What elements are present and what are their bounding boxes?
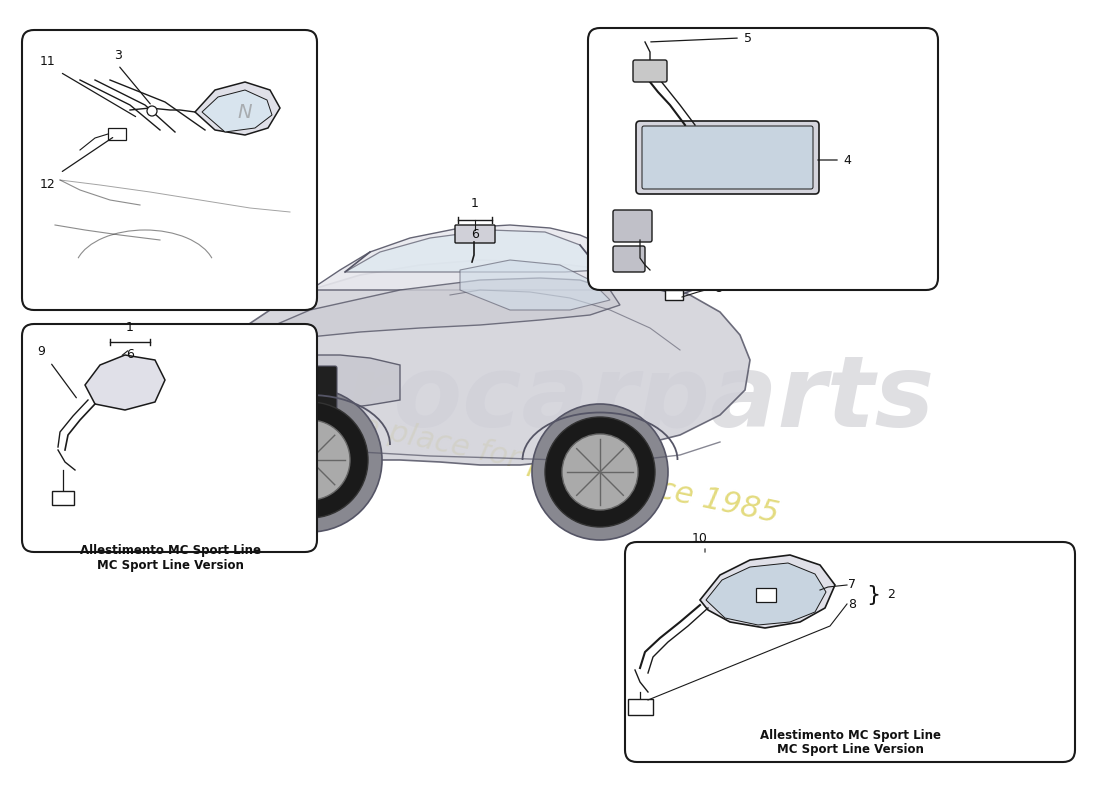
Polygon shape bbox=[180, 260, 750, 470]
Text: }: } bbox=[730, 269, 744, 289]
Circle shape bbox=[544, 417, 654, 527]
FancyBboxPatch shape bbox=[628, 699, 653, 715]
Text: 10: 10 bbox=[692, 532, 708, 545]
Circle shape bbox=[252, 402, 368, 518]
Text: 12: 12 bbox=[40, 178, 55, 191]
Text: 3: 3 bbox=[114, 49, 122, 62]
Text: 7: 7 bbox=[714, 263, 722, 277]
FancyBboxPatch shape bbox=[613, 246, 645, 272]
Text: a place for parts since 1985: a place for parts since 1985 bbox=[359, 411, 782, 529]
FancyBboxPatch shape bbox=[666, 290, 683, 300]
Text: 2: 2 bbox=[750, 273, 758, 286]
Text: 8: 8 bbox=[714, 282, 722, 294]
Polygon shape bbox=[195, 82, 280, 135]
Circle shape bbox=[147, 106, 157, 116]
Polygon shape bbox=[202, 90, 272, 132]
Text: N: N bbox=[238, 102, 252, 122]
Circle shape bbox=[562, 434, 638, 510]
Text: 6: 6 bbox=[126, 348, 134, 361]
Text: M: M bbox=[271, 381, 285, 395]
Text: MC Sport Line Version: MC Sport Line Version bbox=[97, 559, 243, 572]
Text: 1: 1 bbox=[471, 197, 478, 210]
FancyBboxPatch shape bbox=[52, 491, 74, 505]
FancyBboxPatch shape bbox=[613, 210, 652, 242]
Polygon shape bbox=[706, 563, 826, 625]
Circle shape bbox=[238, 388, 382, 532]
FancyBboxPatch shape bbox=[22, 30, 317, 310]
Text: }: } bbox=[866, 585, 880, 605]
FancyBboxPatch shape bbox=[636, 121, 820, 194]
Text: 11: 11 bbox=[40, 55, 55, 68]
Polygon shape bbox=[200, 278, 620, 380]
Polygon shape bbox=[700, 555, 835, 628]
Text: 7: 7 bbox=[848, 578, 856, 591]
Text: 2: 2 bbox=[887, 589, 895, 602]
Polygon shape bbox=[310, 225, 660, 290]
FancyBboxPatch shape bbox=[625, 542, 1075, 762]
Text: Allestimento MC Sport Line: Allestimento MC Sport Line bbox=[759, 729, 940, 742]
FancyBboxPatch shape bbox=[185, 367, 246, 395]
Polygon shape bbox=[345, 230, 600, 272]
FancyBboxPatch shape bbox=[642, 126, 813, 189]
Text: Allestimento MC Sport Line: Allestimento MC Sport Line bbox=[79, 544, 261, 557]
Text: 4: 4 bbox=[843, 154, 851, 166]
FancyBboxPatch shape bbox=[213, 366, 337, 410]
FancyBboxPatch shape bbox=[632, 60, 667, 82]
Text: 5: 5 bbox=[744, 31, 752, 45]
Text: MC Sport Line Version: MC Sport Line Version bbox=[777, 743, 923, 756]
Text: 6: 6 bbox=[471, 228, 478, 241]
Circle shape bbox=[532, 404, 668, 540]
FancyBboxPatch shape bbox=[588, 28, 938, 290]
Text: 8: 8 bbox=[848, 598, 856, 610]
Text: 9: 9 bbox=[37, 345, 45, 358]
Polygon shape bbox=[460, 260, 610, 310]
FancyBboxPatch shape bbox=[108, 128, 126, 140]
Polygon shape bbox=[200, 355, 400, 412]
FancyBboxPatch shape bbox=[455, 225, 495, 243]
Circle shape bbox=[270, 420, 350, 500]
FancyBboxPatch shape bbox=[22, 324, 317, 552]
Polygon shape bbox=[654, 260, 700, 295]
Text: 1: 1 bbox=[126, 321, 134, 334]
Polygon shape bbox=[85, 355, 165, 410]
Text: eurocarparts: eurocarparts bbox=[206, 351, 935, 449]
FancyBboxPatch shape bbox=[756, 588, 775, 602]
